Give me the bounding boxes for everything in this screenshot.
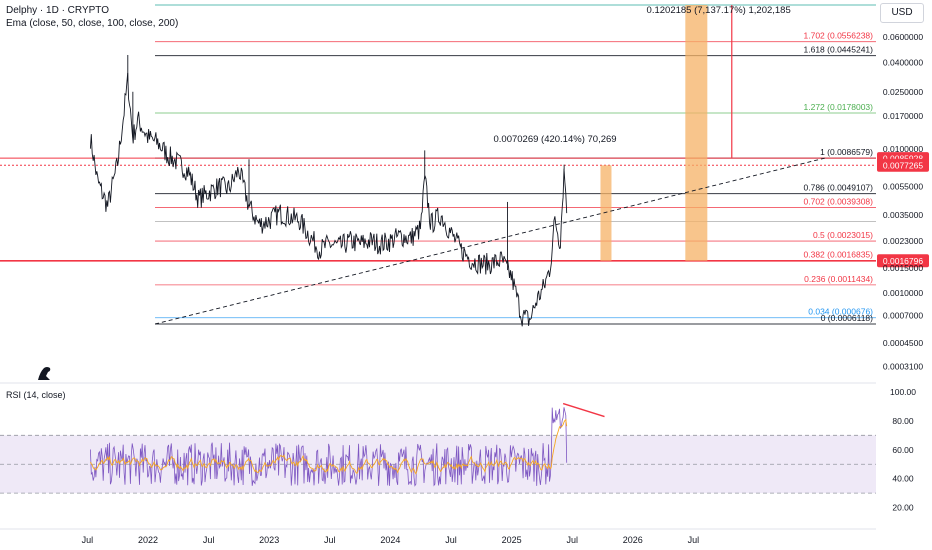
time-tick-5: 2024 — [380, 535, 400, 545]
time-tick-7: 2025 — [502, 535, 522, 545]
time-tick-0: Jul — [82, 535, 94, 545]
time-tick-10: Jul — [688, 535, 700, 545]
fib-label-1-702: 1.702 (0.0556238) — [804, 31, 874, 41]
time-tick-8: Jul — [566, 535, 578, 545]
price-series — [89, 72, 568, 327]
fib-label-1: 1 (0.0086579) — [820, 147, 873, 157]
price-tick-5: 0.0055000 — [883, 182, 923, 192]
price-axis-panel — [876, 0, 932, 550]
price-badge-2: 0.0016796 — [883, 256, 923, 266]
price-tick-6: 0.0035000 — [883, 210, 923, 220]
fib-label-0-382: 0.382 (0.0016835) — [804, 250, 874, 260]
rsi-tick-2: 60.00 — [892, 445, 914, 455]
ema-indicator-label[interactable]: Ema (close, 50, close, 100, close, 200) — [6, 18, 179, 29]
price-tick-8: 0.0015000 — [883, 263, 923, 273]
time-tick-4: Jul — [324, 535, 336, 545]
symbol-title: Delphy · 1D · CRYPTO — [6, 5, 109, 16]
price-tick-9: 0.0010000 — [883, 288, 923, 298]
divergence-line — [562, 402, 605, 418]
rsi-tick-1: 80.00 — [892, 416, 914, 426]
price-badge-1: 0.0077265 — [883, 160, 923, 170]
fib-label-0-618: 0.618 (0.0031464) — [804, 210, 874, 220]
time-tick-6: Jul — [445, 535, 457, 545]
fib-label-0: 0 (0.0006118) — [821, 313, 873, 323]
fib-label-0-5: 0.5 (0.0023015) — [813, 230, 873, 240]
price-badge-0: 0.0085928 — [883, 154, 923, 164]
target-zone-box — [600, 165, 612, 261]
fib-label-0-034: 0.034 (0.000676) — [808, 307, 873, 317]
currency-button[interactable]: USD — [880, 3, 924, 23]
fib-label-1-272: 1.272 (0.0178003) — [804, 102, 874, 112]
price-tick-11: 0.0004500 — [883, 338, 923, 348]
fib-label-0-236: 0.236 (0.0011434) — [804, 274, 873, 284]
price-badge-bg-2 — [877, 254, 929, 268]
price-tick-10: 0.0007000 — [883, 311, 923, 321]
time-tick-2: Jul — [203, 535, 215, 545]
projection-zone-box — [685, 5, 708, 261]
rsi-tick-3: 40.00 — [892, 474, 914, 484]
projection-annotation: 0.1202185 (7,137.17%) 1,202,185 — [647, 5, 791, 16]
rsi-title: RSI (14, close) — [6, 390, 66, 400]
fib-label-1-618: 1.618 (0.0445241) — [804, 45, 874, 55]
tradingview-logo-icon — [38, 367, 51, 380]
price-tick-7: 0.0023000 — [883, 236, 923, 246]
fib-label-0-786: 0.786 (0.0049107) — [804, 183, 874, 193]
price-tick-12: 0.0003100 — [883, 362, 923, 372]
move-annotation: 0.0070269 (420.14%) 70,269 — [493, 134, 616, 145]
rsi-ma-series — [89, 418, 568, 475]
fib-label-0-702: 0.702 (0.0039308) — [804, 197, 874, 207]
time-tick-9: 2026 — [623, 535, 643, 545]
price-tick-3: 0.0170000 — [883, 111, 923, 121]
trendline — [154, 157, 825, 325]
price-tick-0: 0.0600000 — [883, 32, 923, 42]
price-tick-4: 0.0100000 — [883, 144, 923, 154]
rsi-tick-0: 100.00 — [890, 387, 916, 397]
price-tick-1: 0.0400000 — [883, 57, 923, 67]
time-tick-1: 2022 — [138, 535, 158, 545]
rsi-tick-4: 20.00 — [892, 503, 914, 513]
time-tick-3: 2023 — [259, 535, 279, 545]
price-badge-bg-1 — [877, 158, 929, 172]
price-tick-2: 0.0250000 — [883, 87, 923, 97]
